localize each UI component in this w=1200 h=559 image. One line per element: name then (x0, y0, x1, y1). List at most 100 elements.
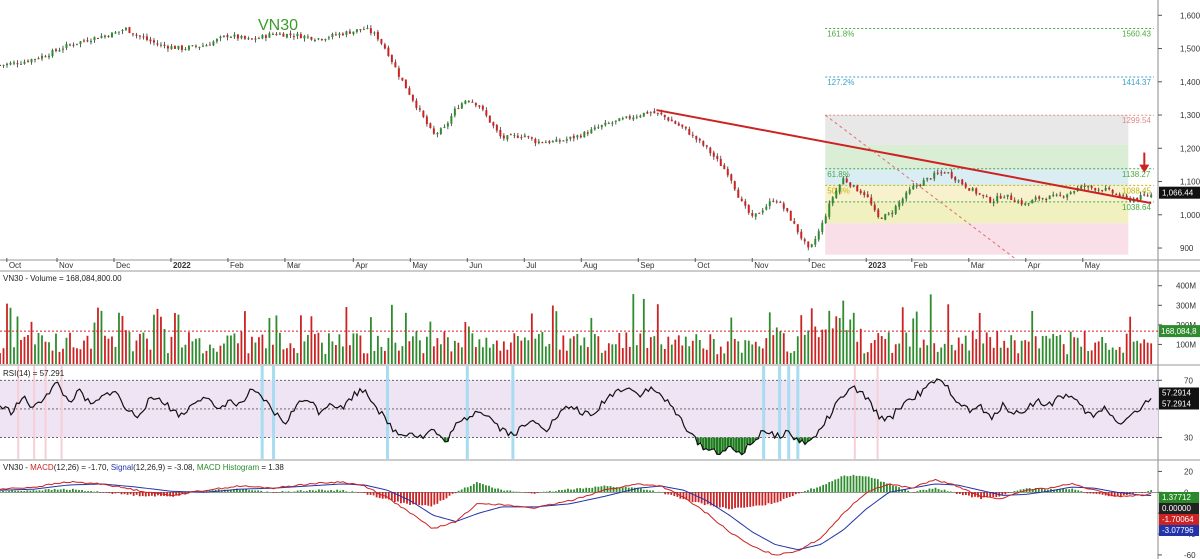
macd-histogram-bar (916, 491, 919, 493)
macd-histogram-bar (807, 490, 809, 493)
macd-histogram-bar (1071, 488, 1074, 493)
macd-histogram-bar (1113, 492, 1116, 497)
macd-histogram-bar (564, 489, 566, 493)
volume-bar (982, 343, 985, 364)
macd-histogram-bar (1062, 488, 1064, 493)
macd-histogram-bar (178, 492, 181, 496)
candle-body (1038, 196, 1041, 199)
volume-bar (859, 328, 862, 364)
macd-histogram-bar (1077, 490, 1080, 493)
volume-bar (209, 344, 211, 364)
volume-bar (926, 345, 929, 364)
candle-body (555, 139, 558, 142)
candle-body (453, 108, 456, 116)
volume-bar (258, 337, 260, 364)
volume-bar (408, 341, 411, 364)
macd-y-axis: 200-20-40-601.377120.00000-1.70064-3.077… (1158, 467, 1199, 559)
macd-histogram-bar (943, 489, 946, 493)
candle-body (163, 44, 166, 46)
macd-histogram-bar (913, 492, 916, 493)
candle-body (1111, 189, 1114, 194)
candle-body (625, 116, 628, 118)
volume-bar (523, 337, 526, 364)
volume-bar (1090, 350, 1093, 364)
macd-histogram-bar (901, 489, 903, 493)
candle-body (278, 33, 281, 35)
candle-body (803, 239, 806, 242)
volume-bar (341, 346, 344, 364)
volume-bar (167, 353, 169, 364)
macd-histogram-bar (1028, 488, 1031, 493)
fib-level-value: 1560.43 (1122, 29, 1151, 38)
candle-body (180, 45, 183, 50)
macd-histogram-bar (503, 490, 506, 493)
volume-bar (163, 329, 166, 364)
candle-body (1031, 200, 1034, 204)
volume-bar (824, 329, 827, 364)
volume-bar (6, 303, 8, 364)
macd-tick-label: -60 (1184, 551, 1196, 559)
macd-histogram-bar (852, 474, 855, 493)
volume-bar (1031, 310, 1034, 364)
volume-bar (226, 335, 229, 364)
candle-body (404, 79, 407, 89)
macd-histogram-bar (542, 491, 545, 493)
macd-histogram-bar (41, 490, 44, 493)
macd-histogram-bar (816, 487, 818, 493)
volume-bar (1125, 333, 1128, 364)
macd-histogram-bar (406, 492, 408, 504)
macd-histogram-bar (266, 491, 269, 493)
candle-body (719, 159, 722, 167)
candle-body (817, 231, 820, 240)
rsi-panel-title: RSI(14) = 57.291 (3, 369, 65, 378)
volume-bar (901, 307, 904, 364)
candle-body (100, 36, 103, 38)
candle-body (919, 184, 922, 186)
macd-histogram-bar (71, 488, 74, 493)
candle-body (1010, 195, 1013, 200)
candle-body (761, 210, 764, 213)
macd-tick-label: 20 (1184, 467, 1193, 476)
macd-histogram-bar (855, 475, 858, 493)
volume-bar (971, 331, 974, 364)
candle-body (999, 195, 1002, 199)
macd-histogram-bar (1007, 492, 1010, 493)
macd-histogram-bar (430, 492, 433, 507)
volume-bar (37, 332, 40, 364)
candle-body (324, 39, 327, 41)
x-tick-label: Feb (914, 261, 928, 270)
candle-body (432, 128, 435, 134)
volume-bar (44, 341, 47, 364)
volume-bar (237, 343, 239, 364)
volume-bar (544, 346, 547, 364)
volume-bar (111, 336, 113, 364)
volume-bar (174, 312, 176, 364)
candle-body (187, 46, 190, 50)
candle-body (117, 31, 120, 33)
price-tick-label: 1,200 (1180, 144, 1200, 153)
candle-body (978, 193, 981, 195)
volume-bar (635, 345, 638, 364)
macd-histogram-bar (205, 490, 208, 493)
candle-body (30, 59, 33, 63)
macd-histogram-bar (551, 491, 554, 493)
rsi-last-value: 57.2914 (1162, 399, 1191, 408)
macd-histogram-bar (931, 488, 934, 493)
macd-histogram-bar (369, 492, 372, 495)
volume-bar (957, 337, 960, 364)
candle-body (1094, 188, 1097, 191)
candle-body (86, 40, 89, 42)
candle-body (40, 55, 43, 59)
volume-bar (394, 342, 397, 364)
volume-bar (1052, 333, 1055, 364)
candle-body (968, 188, 971, 191)
volume-bar (303, 341, 306, 364)
volume-bar (730, 317, 733, 364)
candle-body (1055, 194, 1058, 196)
volume-bar (279, 332, 281, 364)
macd-histogram-bar (272, 492, 275, 493)
x-tick-label: Oct (697, 261, 710, 270)
macd-histogram-bar (65, 489, 68, 493)
candle-body (618, 118, 621, 122)
volume-bar (1027, 341, 1030, 364)
